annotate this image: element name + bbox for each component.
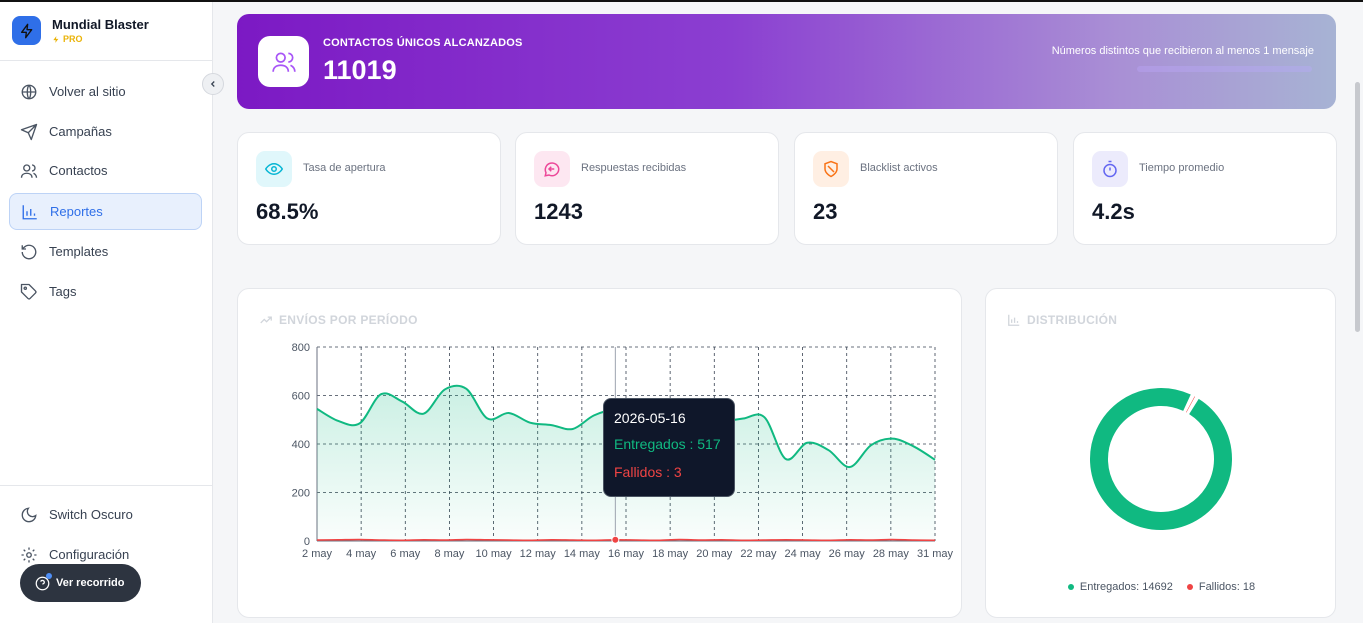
stat-value: 68.5% (256, 199, 319, 224)
panel-title-text: DISTRIBUCIÓN (1027, 313, 1118, 327)
users-icon (20, 163, 38, 178)
top-border (0, 0, 1363, 2)
banner-label: CONTACTOS ÚNICOS ALCANZADOS (323, 37, 523, 49)
sidebar-item-label: Switch Oscuro (49, 507, 133, 522)
lightning-logo-icon (12, 16, 41, 45)
sidebar-item-tags[interactable]: Tags (9, 273, 202, 310)
stat-value: 1243 (534, 199, 583, 224)
switch-dark-mode[interactable]: Switch Oscuro (9, 496, 202, 533)
stat-value: 23 (813, 199, 838, 224)
panel-title-text: ENVÍOS POR PERÍODO (279, 313, 418, 327)
pro-badge: PRO (52, 34, 149, 44)
distribution-panel: DISTRIBUCIÓN Entregados: 14692 Fallidos:… (985, 288, 1336, 618)
timer-icon (1092, 151, 1128, 187)
history-icon (21, 244, 37, 259)
sidebar-item-templates[interactable]: Templates (9, 233, 202, 270)
legend-label: Entregados: 14692 (1079, 581, 1173, 593)
stat-label: Respuestas recibidas (581, 162, 687, 174)
sidebar-divider (0, 485, 213, 486)
page-scrollbar[interactable] (1355, 82, 1360, 332)
stat-label: Blacklist activos (860, 162, 938, 174)
brand-name: Mundial Blaster (52, 17, 149, 32)
sidebar-item-label: Volver al sitio (49, 84, 126, 99)
moon-icon (21, 506, 37, 522)
tooltip-delivered: Entregados : 517 (614, 436, 721, 452)
sidebar-item-contactos[interactable]: Contactos (9, 152, 202, 189)
legend-dot (1067, 584, 1074, 590)
sidebar-item-volver[interactable]: Volver al sitio (9, 73, 202, 110)
sidebar-item-campanas[interactable]: Campañas (9, 113, 202, 150)
tour-button[interactable]: Ver recorrido (20, 564, 141, 602)
send-icon (20, 123, 38, 140)
sidebar-item-label: Configuración (49, 547, 130, 562)
stat-card-replies: Respuestas recibidas 1243 (515, 132, 779, 245)
stat-label: Tiempo promedio (1139, 162, 1225, 174)
collapse-sidebar-button[interactable] (202, 73, 224, 95)
panel-title: DISTRIBUCIÓN (1007, 313, 1117, 327)
users-icon (258, 36, 309, 87)
sidebar-item-label: Reportes (50, 204, 103, 219)
legend-item-failed[interactable]: Fallidos: 18 (1186, 581, 1256, 593)
tooltip-date: 2026-05-16 (614, 410, 686, 426)
stat-card-blacklist: Blacklist activos 23 (794, 132, 1058, 245)
banner-value: 11019 (323, 55, 397, 85)
banner-faint-line (1137, 66, 1312, 72)
stat-label: Tasa de apertura (303, 162, 386, 174)
eye-icon (256, 151, 292, 187)
sidebar-item-label: Contactos (49, 163, 108, 178)
sidebar-divider (0, 60, 213, 61)
brand[interactable]: Mundial Blaster PRO (12, 16, 149, 45)
panel-title: ENVÍOS POR PERÍODO (259, 313, 418, 327)
legend-label: Fallidos: 18 (1198, 581, 1256, 593)
tooltip-failed: Fallidos : 3 (614, 464, 682, 480)
gear-icon (21, 547, 37, 562)
sidebar-item-label: Tags (49, 284, 77, 299)
sidebar: Mundial Blaster PRO Volver al sitio Camp… (0, 2, 213, 623)
globe-icon (21, 84, 37, 99)
sidebar-item-reportes[interactable]: Reportes (9, 193, 202, 230)
tour-button-label: Ver recorrido (56, 577, 125, 589)
legend-item-delivered[interactable]: Entregados: 14692 (1067, 581, 1173, 593)
legend-dot (1186, 584, 1193, 590)
notification-dot (46, 573, 52, 579)
sends-by-period-panel: ENVÍOS POR PERÍODO (237, 288, 962, 618)
sidebar-item-label: Campañas (49, 124, 112, 139)
stat-value: 4.2s (1092, 199, 1135, 224)
shield-icon (813, 151, 849, 187)
sidebar-item-configuracion[interactable]: Configuración (9, 536, 202, 573)
distribution-donut-chart (1090, 388, 1232, 530)
chart-tooltip: 2026-05-16 Entregados : 517 Fallidos : 3 (603, 398, 735, 497)
sidebar-item-label: Templates (49, 244, 109, 259)
bar-chart-icon (1008, 314, 1020, 326)
help-icon (35, 576, 50, 590)
distribution-legend: Entregados: 14692 Fallidos: 18 (986, 581, 1337, 593)
chevron-left-icon (210, 81, 215, 87)
stat-card-avg-time: Tiempo promedio 4.2s (1073, 132, 1337, 245)
trending-up-icon (260, 316, 272, 324)
donut-slice-delivered[interactable] (1090, 388, 1232, 530)
pro-badge-label: PRO (63, 34, 83, 44)
bar-chart-icon (22, 204, 37, 219)
banner-description: Números distintos que recibieron al meno… (1051, 45, 1314, 57)
stat-card-open-rate: Tasa de apertura 68.5% (237, 132, 501, 245)
pro-bolt-icon (53, 35, 59, 43)
reply-icon (534, 151, 570, 187)
unique-contacts-banner: CONTACTOS ÚNICOS ALCANZADOS 11019 Número… (237, 14, 1336, 109)
tag-icon (20, 283, 37, 300)
